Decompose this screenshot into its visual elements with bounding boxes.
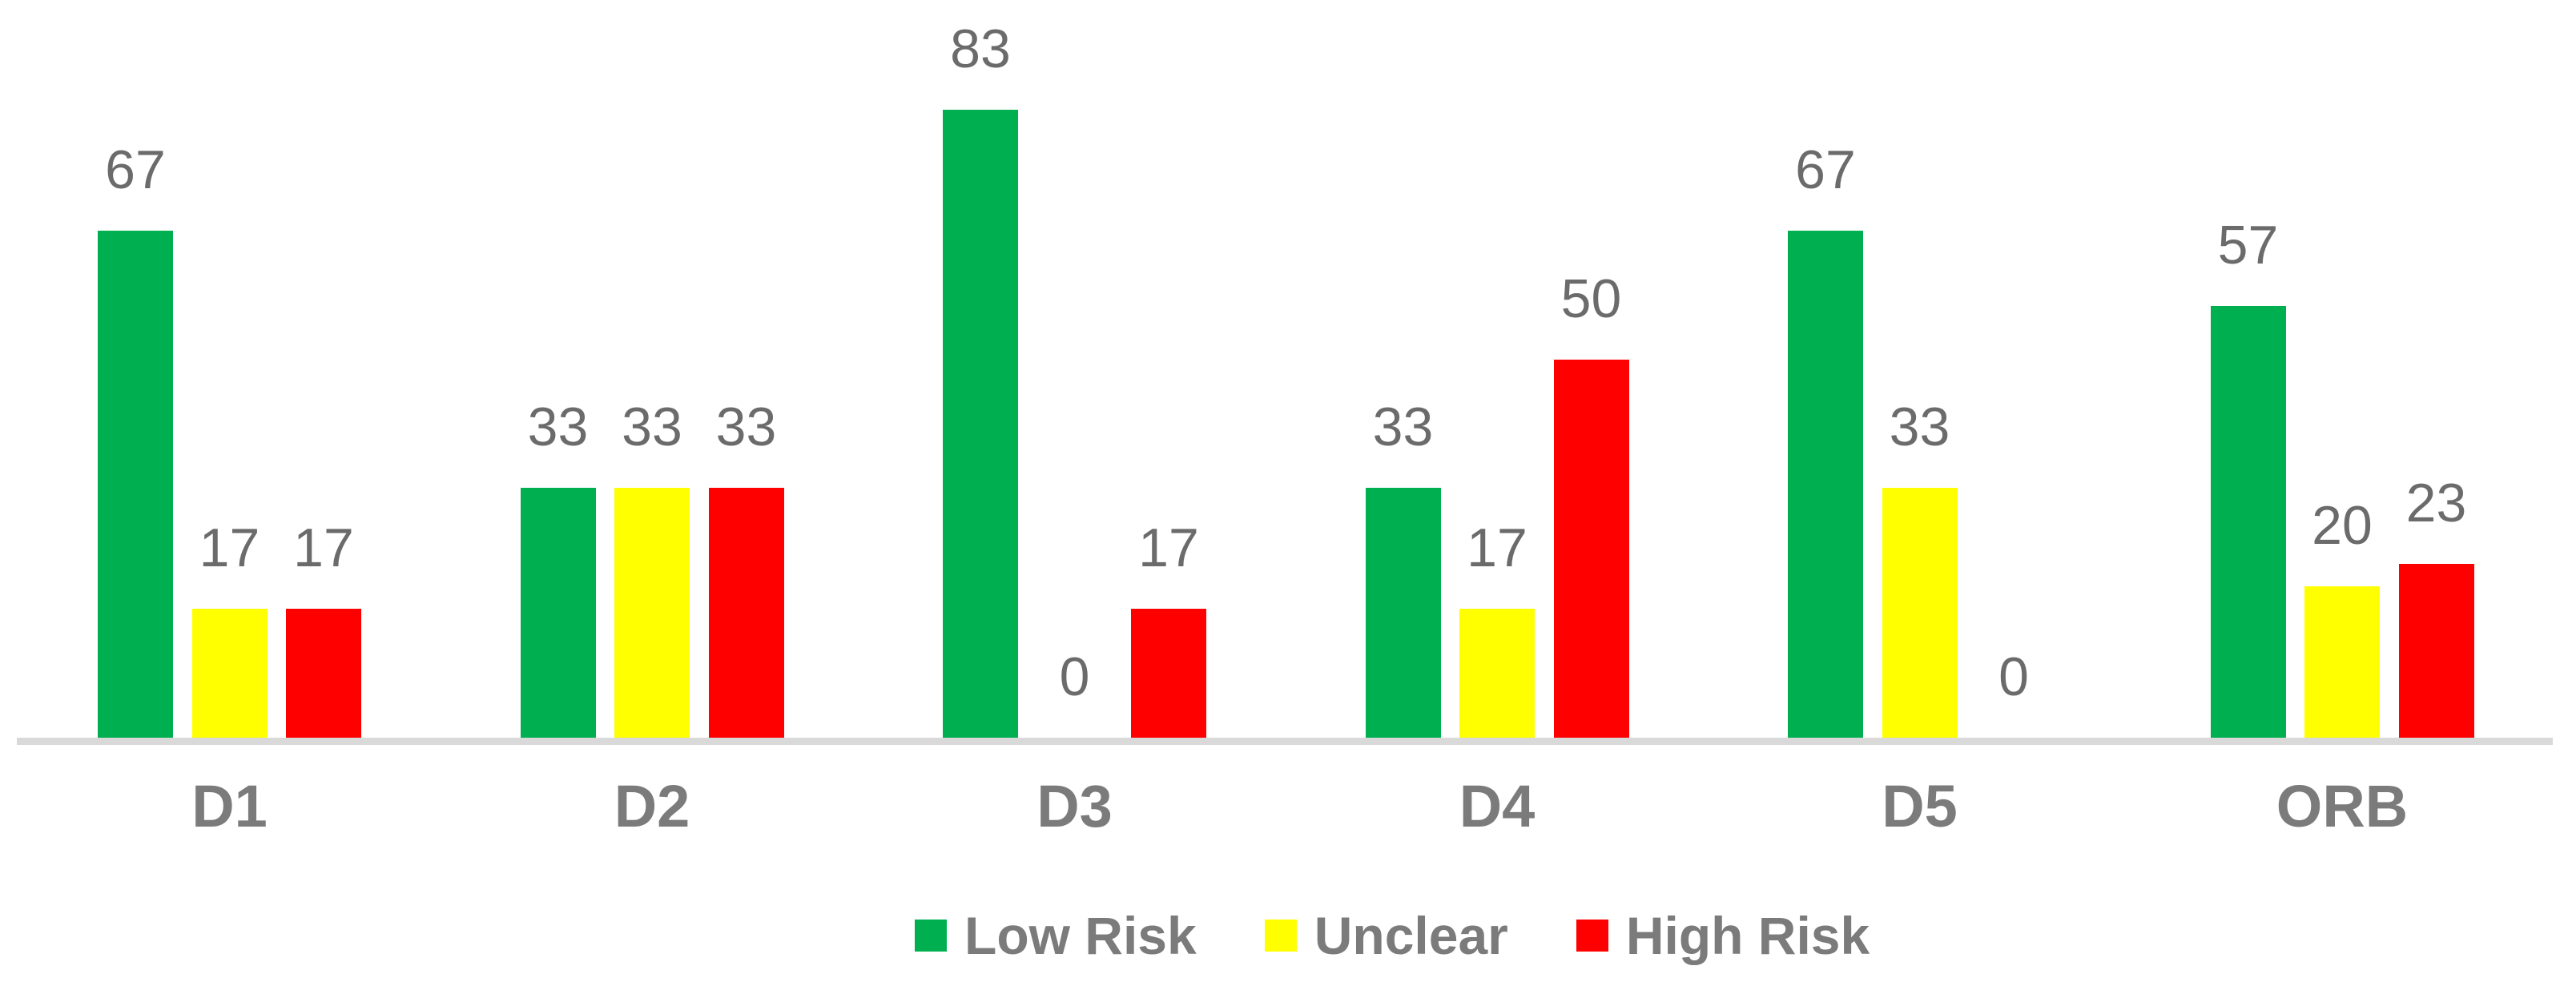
value-label-unclear-d3: 0	[1059, 646, 1090, 707]
bar-low-risk-d4	[1365, 488, 1441, 738]
bar-unclear-d5	[1882, 488, 1958, 738]
category-label-d5: D5	[1882, 773, 1958, 839]
value-label-low-risk-d2: 33	[527, 396, 589, 458]
plot-area: 67 17 17 33 33 33 83 0 17 33 17 50 67 33 0 57 20 23	[98, 18, 2474, 738]
value-label-unclear-d1: 17	[199, 517, 260, 579]
value-label-high-risk-d2: 33	[715, 396, 777, 458]
bar-unclear-d4	[1459, 609, 1535, 738]
value-label-high-risk-d4: 50	[1560, 268, 1622, 329]
legend-swatch-high-risk-icon	[1576, 920, 1608, 952]
category-label-orb: ORB	[2276, 773, 2409, 839]
bar-low-risk-orb	[2210, 306, 2286, 738]
category-label-d1: D1	[191, 773, 268, 839]
value-label-high-risk-orb: 23	[2405, 472, 2467, 533]
bar-unclear-d1	[191, 609, 268, 738]
value-label-low-risk-d3: 83	[950, 18, 1011, 79]
value-label-low-risk-orb: 57	[2217, 215, 2279, 276]
value-label-unclear-d2: 33	[622, 396, 682, 458]
bar-low-risk-d1	[98, 230, 173, 738]
legend-label-high-risk: High Risk	[1625, 906, 1870, 965]
bar-high-risk-d1	[286, 609, 361, 738]
category-label-d2: D2	[614, 773, 690, 839]
category-label-d3: D3	[1036, 773, 1113, 839]
x-axis-line	[17, 738, 2553, 745]
legend-item-unclear: Unclear	[1264, 906, 1508, 965]
value-label-low-risk-d4: 33	[1372, 396, 1434, 458]
bar-unclear-d2	[614, 488, 690, 738]
bar-unclear-orb	[2304, 586, 2380, 738]
legend-label-unclear: Unclear	[1314, 906, 1508, 965]
value-label-unclear-d4: 17	[1467, 517, 1527, 579]
value-label-low-risk-d1: 67	[105, 139, 166, 200]
bar-high-risk-d4	[1553, 359, 1629, 738]
value-label-unclear-orb: 20	[2312, 495, 2373, 556]
legend-item-high-risk: High Risk	[1576, 909, 1870, 962]
bar-high-risk-d3	[1131, 609, 1206, 738]
value-label-high-risk-d1: 17	[293, 517, 354, 579]
legend: Low Risk Unclear High Risk	[915, 906, 1870, 965]
legend-label-low-risk: Low Risk	[964, 906, 1197, 965]
bar-low-risk-d5	[1788, 230, 1863, 738]
legend-item-low-risk: Low Risk	[915, 909, 1197, 962]
bar-high-risk-orb	[2398, 563, 2474, 738]
value-label-low-risk-d5: 67	[1795, 139, 1856, 200]
value-label-unclear-d5: 33	[1889, 396, 1950, 458]
legend-swatch-unclear-icon	[1264, 920, 1297, 952]
bar-low-risk-d2	[520, 488, 596, 738]
bar-low-risk-d3	[943, 109, 1018, 738]
value-label-high-risk-d3: 17	[1138, 517, 1199, 579]
value-label-high-risk-d5: 0	[1998, 646, 2029, 707]
category-label-d4: D4	[1459, 773, 1536, 839]
legend-swatch-low-risk-icon	[915, 920, 947, 952]
bar-high-risk-d2	[708, 488, 784, 738]
